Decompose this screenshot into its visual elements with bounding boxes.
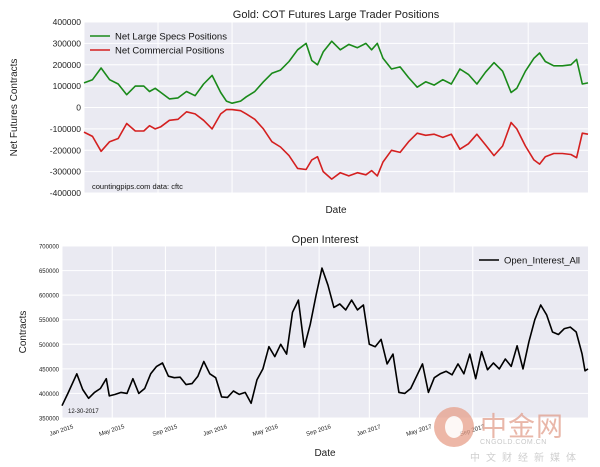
y-tick-label: 400000 xyxy=(39,392,60,398)
series-line-2-1 xyxy=(61,267,589,407)
watermark-subtitle: 中文财经新媒体 xyxy=(470,453,582,464)
y-tick-label: 650000 xyxy=(39,269,60,275)
x-tick-label: May 2016 xyxy=(252,424,280,438)
y-tick-label: 600000 xyxy=(39,294,60,300)
x-tick-label: Jan 2017 xyxy=(356,424,382,438)
source-annotation: countingpips.com data: cftc xyxy=(92,182,183,191)
y-tick-label: 700000 xyxy=(39,245,60,251)
series-line-1-2 xyxy=(83,108,589,180)
y-tick-label: 350000 xyxy=(39,417,60,423)
x-tick-label: Sep 2016 xyxy=(306,424,333,438)
watermark-title: 中金网 xyxy=(480,412,564,443)
y-tick-label: 100000 xyxy=(53,81,82,91)
legend-label: Open_Interest_All xyxy=(504,256,580,267)
y-tick-label: 300000 xyxy=(53,38,82,48)
y-tick-label: 200000 xyxy=(53,60,82,70)
date-annotation: 12-30-2017 xyxy=(68,409,99,415)
y-tick-label: 0 xyxy=(76,103,81,113)
y-axis-label: Net Futures Contracts xyxy=(9,59,20,157)
y-tick-label: 500000 xyxy=(39,343,60,349)
legend-label: Net Large Specs Positions xyxy=(115,32,227,43)
chart-title: Open Interest xyxy=(292,234,359,246)
logo-icon xyxy=(434,407,474,447)
x-tick-label: May 2017 xyxy=(406,424,434,438)
y-tick-label: 550000 xyxy=(39,318,60,324)
y-tick-label: 400000 xyxy=(53,17,82,27)
x-tick-label: May 2015 xyxy=(98,424,126,438)
x-tick-label: Jan 2016 xyxy=(203,424,229,438)
watermark-url: CNGOLD.COM.CN xyxy=(480,439,547,446)
legend-label: Net Commercial Positions xyxy=(115,46,225,57)
x-tick-label: Jan 2015 xyxy=(49,424,75,438)
y-tick-label: -300000 xyxy=(50,167,81,177)
x-axis-label: Date xyxy=(325,205,347,216)
series-line-1-1 xyxy=(83,40,589,104)
y-axis-label: Contracts xyxy=(18,311,29,354)
watermark: 中金网 CNGOLD.COM.CN 中文财经新媒体 xyxy=(434,405,594,464)
y-tick-label: 450000 xyxy=(39,367,60,373)
y-tick-label: -200000 xyxy=(50,145,81,155)
chart-title: Gold: COT Futures Large Trader Positions xyxy=(233,9,440,21)
y-tick-label: -100000 xyxy=(50,124,81,134)
x-axis-label: Date xyxy=(314,448,336,459)
x-tick-label: Sep 2015 xyxy=(152,424,179,438)
y-tick-label: -400000 xyxy=(50,188,81,198)
